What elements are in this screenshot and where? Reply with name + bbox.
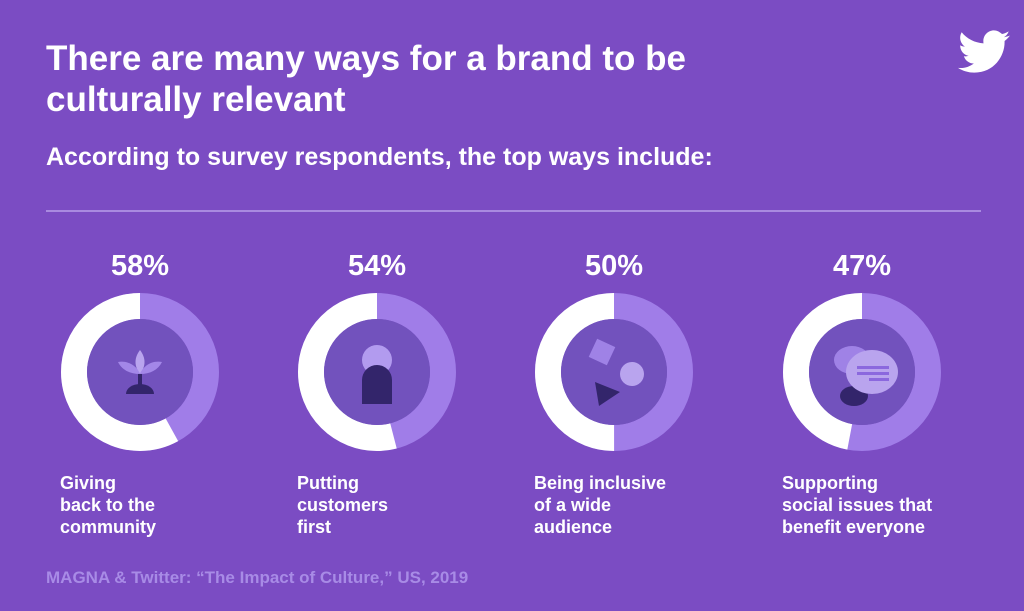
category-label-line: customers: [297, 495, 389, 515]
category-label-line: of a wide: [534, 495, 612, 515]
shapes-icon: [588, 338, 644, 406]
category-label-line: first: [297, 517, 332, 537]
page-title: There are many ways for a brand to be cu…: [46, 39, 686, 119]
category-label-line: Supporting: [782, 473, 878, 493]
donut-value-arc: [783, 293, 941, 451]
category-label-line: back to the: [60, 495, 156, 515]
source-note: MAGNA & Twitter: “The Impact of Culture,…: [46, 568, 469, 587]
category-label-line: audience: [534, 517, 613, 537]
category-label-line: benefit everyone: [782, 517, 926, 537]
divider: [46, 210, 981, 212]
percent-label: 58%: [110, 250, 170, 282]
speech-bubbles-icon: [834, 346, 898, 406]
category-label: Giving back to the community: [60, 472, 280, 538]
donut-inner: [561, 319, 667, 425]
donut-chart: [61, 293, 219, 451]
donut-chart: [535, 293, 693, 451]
donut-value-arc: [298, 293, 456, 451]
plant-icon: [118, 350, 162, 394]
category-label-line: community: [60, 517, 157, 537]
donut-value-arc: [61, 293, 219, 451]
donut-chart: [298, 293, 456, 451]
category-label-line: Giving: [60, 473, 117, 493]
category-label: Supporting social issues that benefit ever…: [782, 472, 1002, 538]
category-label-line: Being inclusive: [534, 473, 667, 493]
category-label-line: social issues that: [782, 495, 933, 515]
percent-label: 50%: [584, 250, 644, 282]
percent-label: 47%: [832, 250, 892, 282]
subtitle: According to survey respondents, the top…: [46, 143, 713, 171]
donut-value-arc: [535, 293, 693, 451]
category-label-line: Putting: [297, 473, 359, 493]
person-icon: [362, 345, 392, 404]
category-label: Putting customers first: [297, 472, 517, 538]
twitter-bird-icon: [958, 30, 1010, 73]
percent-label: 54%: [347, 250, 407, 282]
donut-chart: [783, 293, 941, 451]
category-label: Being inclusive of a wide audience: [534, 472, 754, 538]
